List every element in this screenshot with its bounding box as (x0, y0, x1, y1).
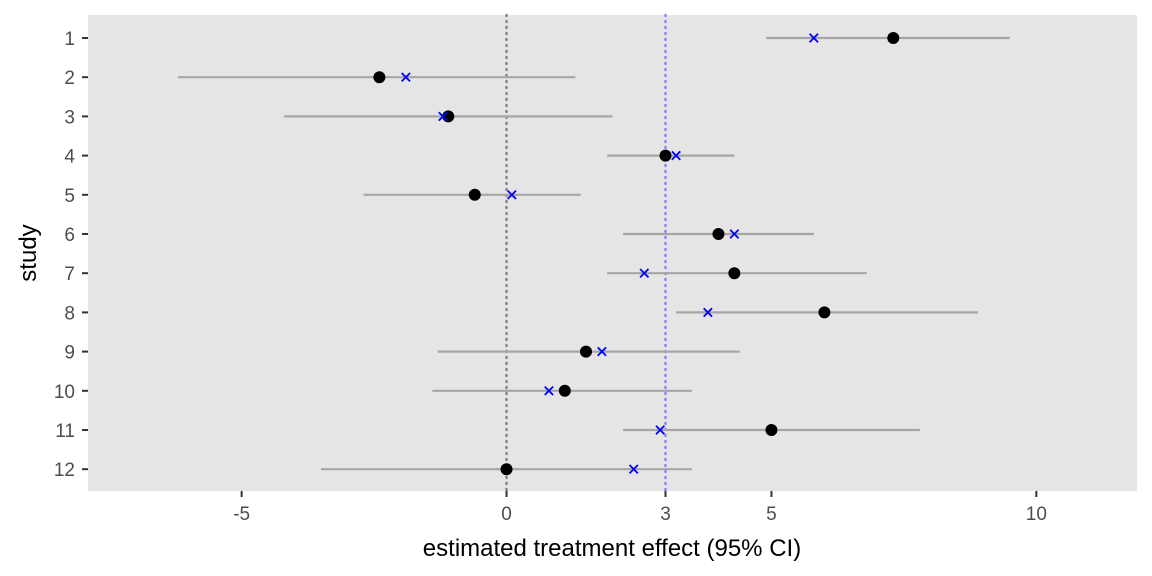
shrunken-marker-stroke (729, 229, 740, 239)
y-tick-label: 10 (54, 382, 75, 403)
x-axis-title: estimated treatment effect (95% CI) (423, 535, 801, 562)
shrunken-marker-stroke (639, 268, 650, 279)
shrunken-marker-study-12 (628, 464, 639, 475)
estimate-point-study-10 (558, 384, 571, 397)
reference-lines (505, 13, 667, 493)
estimate-point-study-8 (818, 306, 831, 319)
shrunken-marker-study-7 (639, 268, 650, 279)
y-tick-label: 9 (64, 343, 75, 364)
shrunken-marker-study-9 (597, 346, 607, 357)
y-tick-label: 6 (64, 225, 75, 246)
shrunken-marker-study-1 (808, 33, 819, 43)
estimate-point-study-11 (765, 424, 778, 436)
x-axis: -5 0 3 5 10 (233, 491, 1047, 525)
y-tick-label: 5 (64, 186, 75, 207)
y-tick-label: 8 (64, 303, 75, 324)
x-tick-label: 5 (766, 504, 777, 525)
shrunken-marker-stroke (703, 307, 713, 318)
shrunken-marker-study-5 (507, 189, 517, 200)
shrunken-marker-study-8 (703, 307, 713, 318)
estimate-point-study-9 (580, 345, 593, 358)
panel-background (88, 15, 1137, 491)
y-tick-label: 12 (54, 460, 75, 481)
x-tick-label: -5 (233, 504, 250, 525)
estimate-markers (373, 32, 900, 476)
estimate-point-study-5 (468, 188, 481, 201)
shrunken-marker-study-11 (655, 425, 666, 435)
estimate-point-study-12 (500, 463, 513, 476)
y-tick-label: 7 (64, 264, 75, 285)
estimate-point-study-7 (728, 267, 741, 280)
shrunken-marker-stroke (401, 72, 411, 83)
shrunken-marker-stroke (655, 425, 666, 435)
shrunken-marker-stroke (544, 385, 554, 396)
estimate-point-study-2 (373, 71, 386, 84)
x-tick-label: 10 (1026, 504, 1047, 525)
shrunken-marker-stroke (438, 111, 448, 122)
y-tick-label: 11 (55, 421, 75, 442)
shrunken-marker-study-2 (401, 72, 411, 83)
y-axis-title: study (15, 224, 42, 281)
shrunken-marker-study-4 (671, 150, 681, 161)
shrunken-marker-stroke (597, 346, 607, 357)
shrunken-marker-stroke (808, 33, 819, 43)
y-tick-label: 1 (64, 29, 75, 50)
shrunken-marker-study-10 (544, 385, 554, 396)
shrunken-marker-study-6 (729, 229, 740, 239)
estimate-point-study-1 (887, 32, 900, 44)
y-tick-label: 3 (64, 107, 75, 128)
y-tick-label: 2 (64, 68, 75, 89)
estimate-point-study-6 (712, 228, 725, 240)
shrunken-marker-stroke (671, 150, 681, 161)
y-tick-label: 4 (64, 147, 75, 168)
x-tick-label: 3 (660, 504, 671, 525)
shrunken-marker-study-3 (438, 111, 448, 122)
shrunken-marker-stroke (628, 464, 639, 475)
x-tick-label: 0 (501, 504, 512, 525)
estimate-point-study-4 (659, 149, 672, 162)
shrunken-marker-stroke (507, 189, 517, 200)
